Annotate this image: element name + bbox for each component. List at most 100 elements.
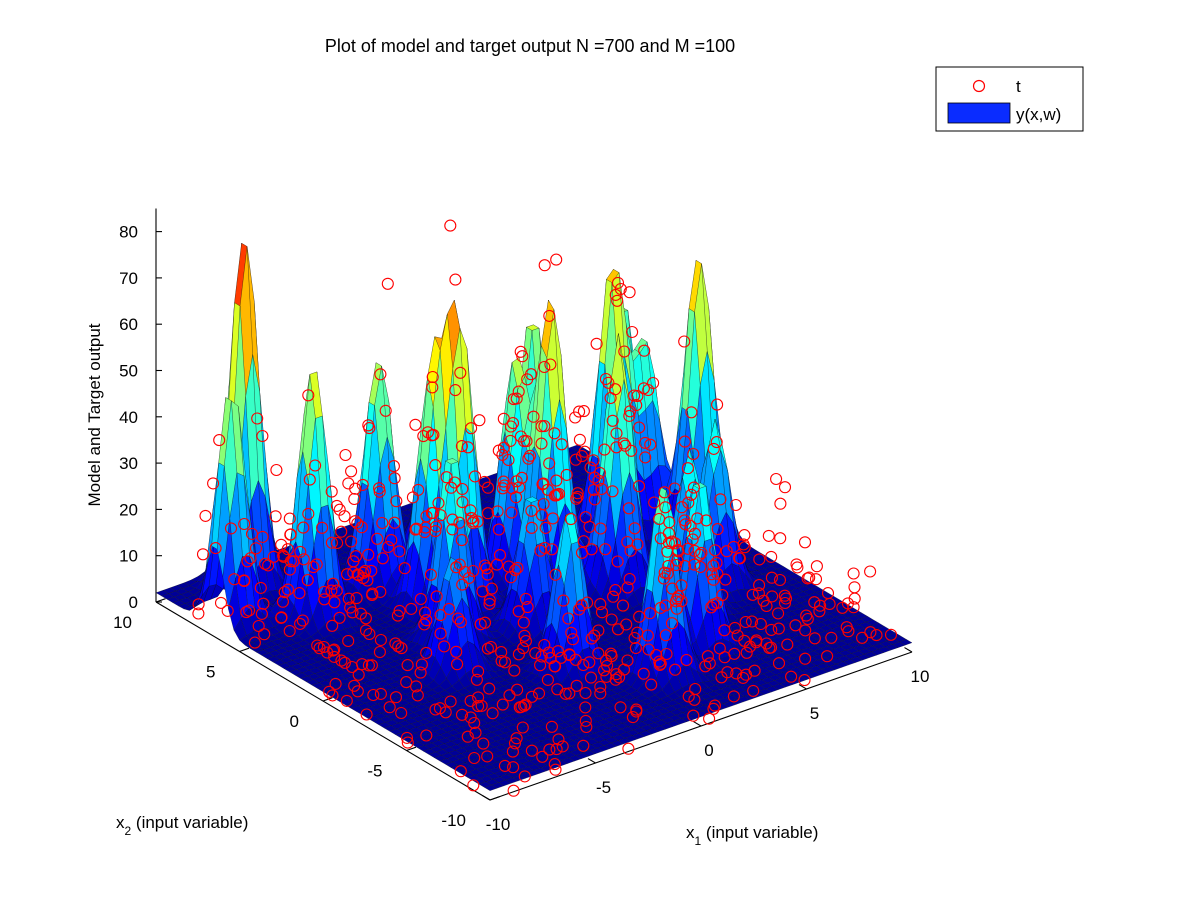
target-point: [545, 720, 558, 733]
target-point: [821, 650, 834, 663]
target-point: [688, 527, 702, 540]
target-point: [454, 366, 467, 379]
target-point: [539, 521, 552, 534]
target-point: [560, 468, 573, 481]
target-point: [643, 607, 656, 620]
target-point: [514, 345, 527, 358]
target-point: [680, 653, 693, 667]
target-point: [376, 516, 389, 530]
target-point: [283, 512, 296, 525]
target-point: [618, 345, 631, 358]
target-point: [504, 571, 517, 584]
target-point: [192, 598, 205, 611]
target-point: [681, 542, 695, 555]
target-point: [752, 587, 765, 600]
target-point: [631, 389, 644, 403]
target-point: [545, 543, 558, 556]
target-point: [814, 599, 827, 612]
target-point: [840, 621, 853, 634]
target-point: [590, 337, 603, 350]
target-point: [432, 497, 445, 510]
target-point: [426, 370, 439, 384]
target-point: [688, 558, 701, 571]
target-point: [610, 427, 623, 440]
target-point: [599, 372, 612, 386]
target-point: [438, 640, 451, 653]
target-point: [557, 594, 570, 607]
target-point: [452, 612, 465, 625]
y-tick: [406, 746, 417, 752]
target-point: [374, 687, 387, 700]
target-point: [543, 743, 556, 756]
y-tick: [155, 598, 166, 603]
target-point: [604, 647, 617, 660]
target-point: [466, 516, 479, 530]
target-point: [297, 521, 310, 534]
target-point: [577, 658, 590, 672]
target-point: [600, 670, 613, 683]
target-point: [808, 632, 821, 645]
target-point: [505, 506, 518, 519]
target-point: [256, 429, 269, 443]
target-point: [481, 642, 494, 655]
target-point: [550, 489, 563, 502]
target-point: [473, 414, 486, 427]
target-point: [525, 521, 538, 534]
target-point: [434, 609, 447, 622]
target-point: [617, 437, 630, 450]
target-point: [733, 552, 746, 565]
target-point: [455, 440, 468, 453]
target-point: [569, 453, 582, 466]
target-point: [326, 689, 339, 702]
target-point: [711, 398, 724, 411]
target-point: [520, 435, 533, 448]
target-point: [503, 689, 516, 702]
x-tick: [482, 795, 491, 801]
target-point: [392, 640, 405, 653]
target-point: [255, 607, 268, 620]
target-point: [338, 510, 351, 523]
target-point: [778, 481, 792, 494]
target-point: [478, 559, 491, 572]
target-point: [390, 495, 403, 508]
target-point: [446, 513, 459, 526]
target-point: [707, 559, 720, 572]
target-point: [546, 512, 559, 525]
target-point: [515, 700, 528, 713]
target-point: [746, 588, 759, 601]
target-point: [538, 420, 551, 433]
target-point: [555, 438, 568, 451]
target-point: [426, 381, 439, 394]
target-point: [760, 599, 773, 613]
target-point: [660, 647, 673, 661]
target-point: [348, 492, 361, 506]
target-point: [393, 545, 406, 558]
target-point: [333, 503, 346, 516]
target-point: [373, 645, 386, 659]
target-point: [563, 687, 576, 700]
target-point: [711, 523, 724, 536]
target-point: [318, 593, 331, 606]
target-point: [379, 404, 392, 417]
chart-title: Plot of model and target output N =700 a…: [325, 36, 735, 56]
target-point: [841, 597, 854, 610]
target-point: [682, 496, 695, 509]
target-point: [665, 617, 679, 630]
target-point: [213, 434, 226, 447]
target-point: [303, 473, 316, 486]
target-point: [721, 666, 734, 679]
target-point: [614, 701, 627, 714]
target-point: [445, 481, 458, 494]
target-point: [678, 335, 691, 348]
target-point: [653, 512, 666, 526]
target-point: [420, 510, 433, 523]
target-point: [472, 665, 485, 678]
target-point: [192, 607, 205, 620]
target-point: [429, 459, 442, 472]
target-point: [691, 512, 704, 525]
target-point: [598, 664, 611, 677]
target-point: [609, 383, 622, 396]
target-point: [252, 619, 265, 633]
target-point: [548, 427, 561, 440]
